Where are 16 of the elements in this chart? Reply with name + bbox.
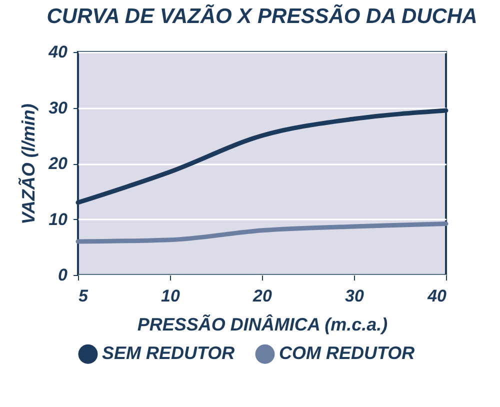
x-axis-title: PRESSÃO DINÂMICA (m.c.a.)	[137, 314, 388, 334]
y-tick-label: 30	[48, 98, 68, 118]
x-tick-label: 20	[252, 286, 272, 306]
chart-title: CURVA DE VAZÃO X PRESSÃO DA DUCHA	[46, 4, 478, 28]
legend-label: COM REDUTOR	[279, 343, 415, 364]
x-tick-label: 40	[426, 286, 448, 306]
y-tick-label: 40	[48, 42, 68, 62]
y-axis-title: VAZÃO (l/min)	[18, 104, 39, 224]
line-series	[76, 221, 448, 244]
legend-label: SEM REDUTOR	[102, 343, 235, 364]
y-tick-label: 0	[58, 266, 68, 284]
x-tick-label: 10	[161, 286, 180, 306]
x-tick-label: 30	[345, 286, 364, 306]
x-tick-label: 5	[78, 286, 88, 306]
y-tick-label: 10	[48, 210, 68, 229]
y-tick-label: 20	[48, 154, 68, 173]
